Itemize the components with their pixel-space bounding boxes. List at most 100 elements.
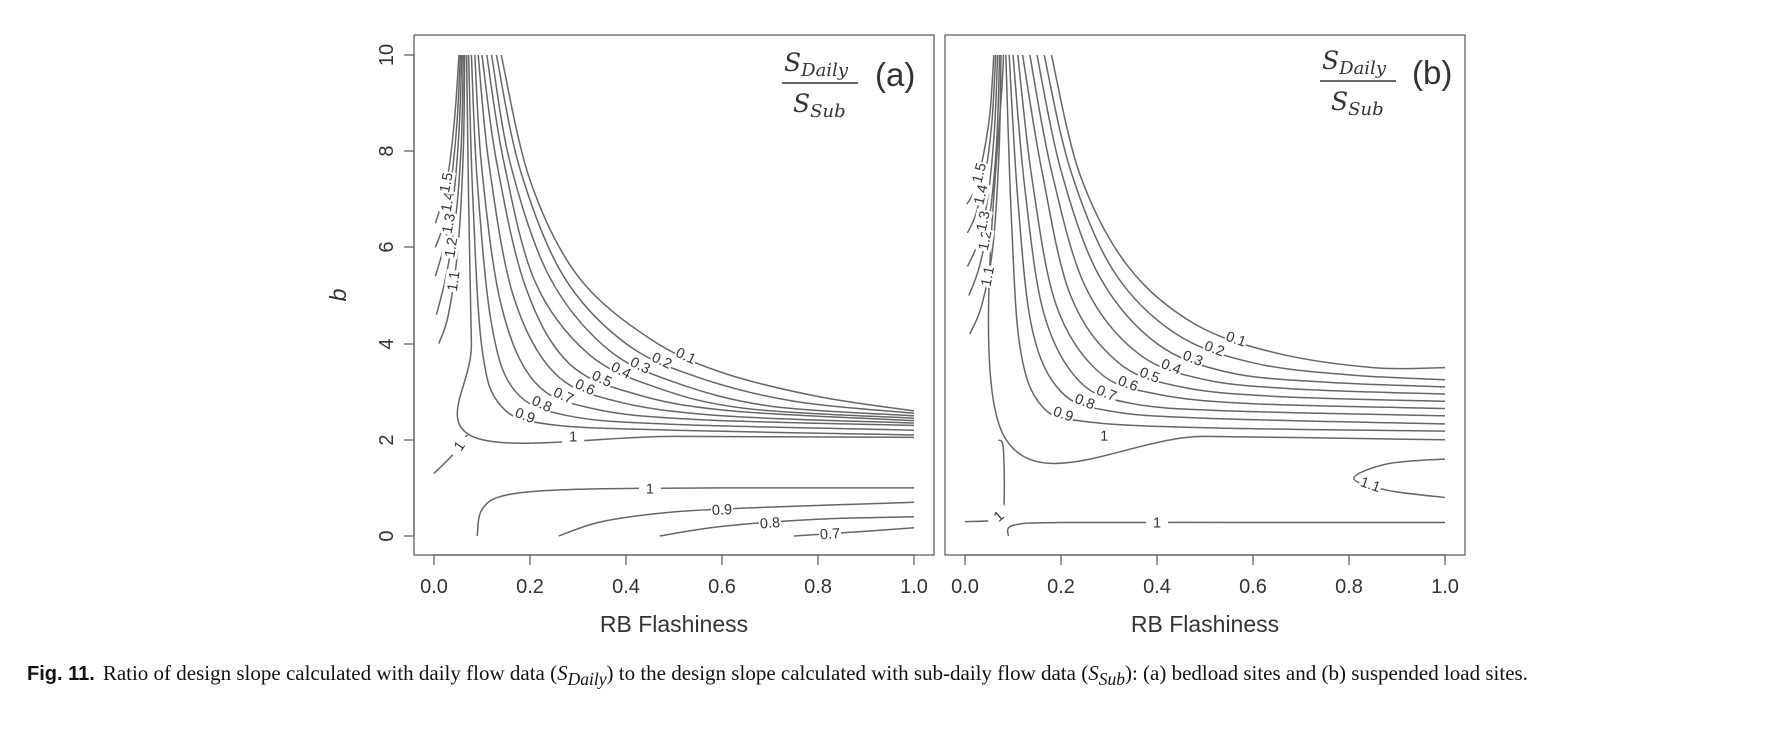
contour-label-background [446, 432, 473, 460]
contour-label: 1.1 [445, 270, 464, 292]
panel-label: (a) [875, 56, 915, 93]
contour-label: 0.8 [529, 393, 554, 416]
contour-label: 0.8 [759, 515, 780, 532]
y-tick-label: 6 [376, 241, 398, 252]
contour-label: 1.2 [442, 236, 461, 259]
contour-label: 0.7 [819, 526, 840, 543]
contour-label: 1.4 [971, 183, 991, 206]
contour-label-background [607, 358, 635, 383]
contour-label: 1.5 [437, 171, 457, 194]
contour-line [1006, 521, 1445, 537]
contour-label: 0.6 [1116, 373, 1141, 395]
figure-caption: Fig. 11. Ratio of design slope calculated… [27, 659, 1767, 693]
x-tick-label: 0.8 [1335, 576, 1363, 598]
contour-labels-a: 0.10.20.30.40.50.60.70.80.911.11.21.31.4… [435, 170, 842, 543]
contour-label-background [437, 189, 458, 214]
contour-label-background [1357, 473, 1384, 496]
contour-label-background [512, 403, 539, 427]
figure: 0.10.20.30.40.50.60.70.80.911.11.21.31.4… [325, 34, 1466, 637]
contour-label-background [626, 353, 654, 378]
contour-label-background [977, 263, 998, 289]
formula-denominator: SSub [1331, 87, 1384, 120]
y-tick-label: 2 [376, 434, 398, 445]
caption-symbol: S [557, 661, 568, 685]
contour-label-background [443, 269, 463, 294]
contour-label: 0.9 [712, 502, 733, 519]
plot-frame-b [944, 34, 1466, 556]
contour-line [1029, 54, 1446, 395]
contour-label-background [648, 348, 676, 373]
caption-text: ): (a) bedload sites and (b) suspended l… [1124, 661, 1528, 685]
x-tick-label: 0.2 [516, 576, 544, 598]
y-tick-label: 0 [376, 530, 398, 541]
x-tick-label: 0.2 [1047, 576, 1075, 598]
contour-label-background [1050, 402, 1077, 426]
contour-line [1050, 54, 1446, 370]
x-tick-label: 0.6 [708, 576, 736, 598]
y-tick-label: 10 [376, 44, 398, 66]
contour-line [500, 54, 915, 412]
contour-line [793, 527, 915, 537]
contour-line [968, 54, 1001, 296]
contour-line [486, 54, 915, 419]
x-ticks [964, 555, 1446, 565]
contour-label-background [550, 383, 577, 408]
contour-label-background [638, 480, 662, 497]
contour-label-background [985, 502, 1013, 530]
contour-label: 0.9 [513, 405, 538, 427]
ratio-formula: SDaily SSub [782, 48, 858, 122]
contour-lines-b [964, 54, 1446, 537]
x-tick-label: 0.0 [420, 576, 448, 598]
x-tick-label: 0.4 [612, 576, 640, 598]
contour-line [467, 54, 915, 436]
contour-line [1021, 54, 1446, 403]
contour-label: 1.3 [974, 210, 994, 233]
contour-line [1017, 54, 1446, 410]
y-axis-label: b [325, 288, 351, 301]
caption-text: Ratio of design slope calculated with da… [102, 661, 558, 685]
contour-line [474, 54, 915, 427]
contour-label-background [968, 160, 990, 186]
x-tick-label: 0.8 [804, 576, 832, 598]
contour-label: 1 [646, 482, 654, 498]
contour-line [490, 54, 915, 417]
contour-line [987, 54, 1446, 465]
x-axis-label: RB Flashiness [600, 611, 748, 637]
caption-subscript: Daily [567, 669, 607, 690]
contour-label-background [970, 181, 991, 208]
contour-line [477, 54, 915, 424]
contour-label: 1 [1100, 429, 1108, 445]
contour-label-background [710, 500, 734, 519]
contour-label: 0.7 [1094, 383, 1119, 405]
contour-line [1008, 54, 1446, 425]
contour-label: 0.8 [1072, 391, 1097, 413]
formula-numerator: SDaily [1322, 46, 1387, 79]
caption-symbol: S [1088, 661, 1099, 685]
contour-label: 0.1 [673, 345, 698, 368]
y-ticks [404, 54, 414, 537]
contour-label-background [1093, 427, 1116, 444]
caption-text: ) to the design slope calculated with su… [606, 661, 1089, 685]
panel-a: 0.10.20.30.40.50.60.70.80.911.11.21.31.4… [325, 34, 935, 637]
contour-label: 0.2 [1202, 338, 1227, 360]
formula-numerator: SDaily [784, 48, 849, 81]
contour-label-background [1136, 363, 1163, 387]
contour-lines-a [433, 54, 915, 537]
contour-label: 0.3 [1180, 348, 1205, 370]
contour-label-background [1093, 381, 1120, 405]
contour-label-background [1071, 389, 1099, 413]
contour-label: 0.2 [649, 350, 674, 373]
contour-label: 1.2 [976, 229, 996, 252]
contour-label: 1.4 [439, 191, 458, 214]
caption-subscript: Sub [1098, 669, 1125, 690]
x-tick-label: 0.4 [1143, 576, 1171, 598]
contour-label: 0.9 [1051, 404, 1075, 426]
contour-label-background [438, 211, 459, 236]
contour-label-background [571, 375, 599, 399]
contour-label: 1.5 [970, 161, 991, 185]
contour-label-background [974, 227, 995, 253]
contour-label-background [758, 513, 782, 532]
contour-line [481, 54, 915, 422]
contour-label-background [528, 391, 556, 416]
x-tick-label: 0.0 [951, 576, 979, 598]
